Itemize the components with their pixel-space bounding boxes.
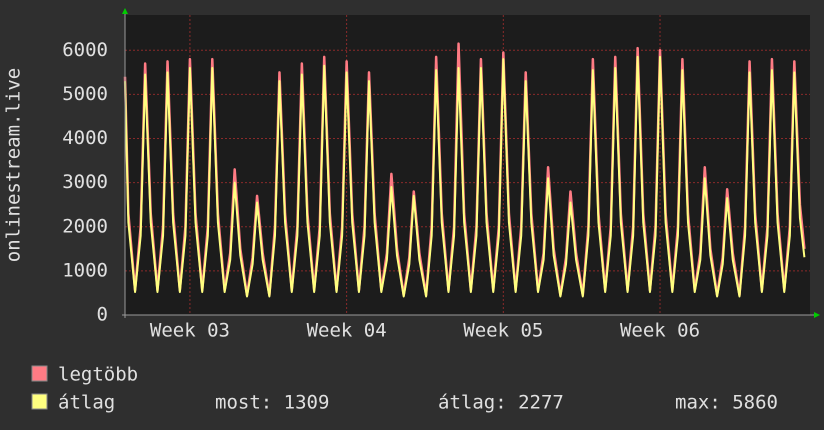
legend-swatch <box>31 365 48 382</box>
x-tick-label: Week 06 <box>620 320 700 342</box>
y-tick-label: 0 <box>97 304 108 326</box>
y-tick-label: 4000 <box>62 127 108 149</box>
legend-swatch <box>31 393 48 410</box>
y-tick-label: 1000 <box>62 259 108 281</box>
series-line <box>124 55 806 298</box>
axis-arrow <box>814 312 820 318</box>
legend-label: legtöbb <box>58 364 138 386</box>
x-tick-label: Week 05 <box>463 320 543 342</box>
axis-arrow <box>122 8 128 14</box>
legend-label: átlag <box>58 392 115 414</box>
x-tick-label: Week 04 <box>307 320 387 342</box>
y-axis-label: onlinestream.live <box>3 68 25 262</box>
y-tick-label: 6000 <box>62 39 108 61</box>
y-tick-label: 5000 <box>62 83 108 105</box>
lines <box>123 42 806 298</box>
stat-average: átlag: 2277 <box>438 392 564 414</box>
stat-max: max: 5860 <box>675 392 778 414</box>
y-tick-label: 2000 <box>62 215 108 237</box>
stat-current: most: 1309 <box>215 392 329 414</box>
y-tick-label: 3000 <box>62 171 108 193</box>
x-tick-label: Week 03 <box>150 320 230 342</box>
